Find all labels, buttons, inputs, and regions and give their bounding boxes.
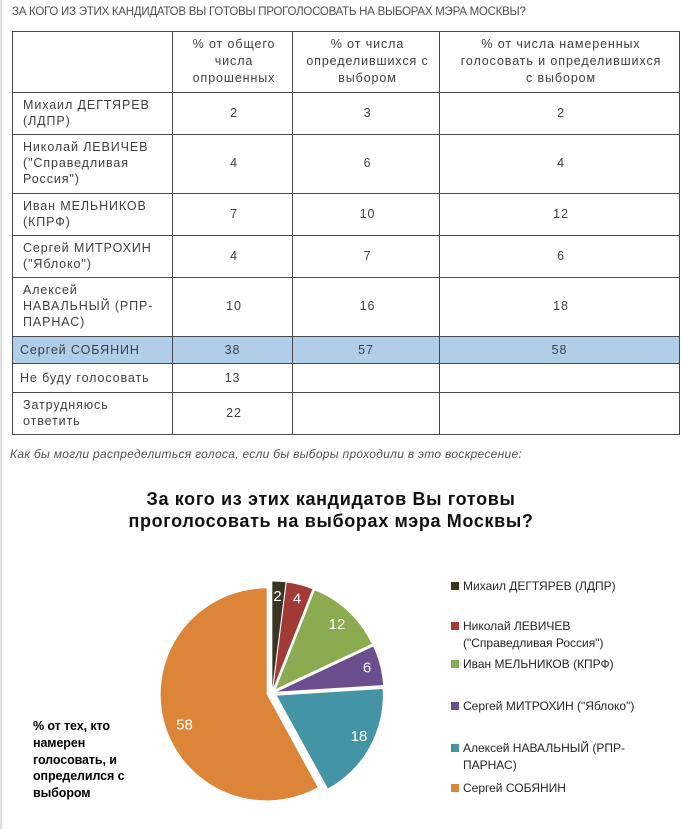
svg-text:12: 12 [329,616,346,633]
svg-text:58: 58 [176,717,193,734]
svg-text:4: 4 [293,591,301,608]
svg-text:6: 6 [363,660,371,677]
svg-text:18: 18 [351,728,368,745]
svg-text:2: 2 [273,588,281,605]
